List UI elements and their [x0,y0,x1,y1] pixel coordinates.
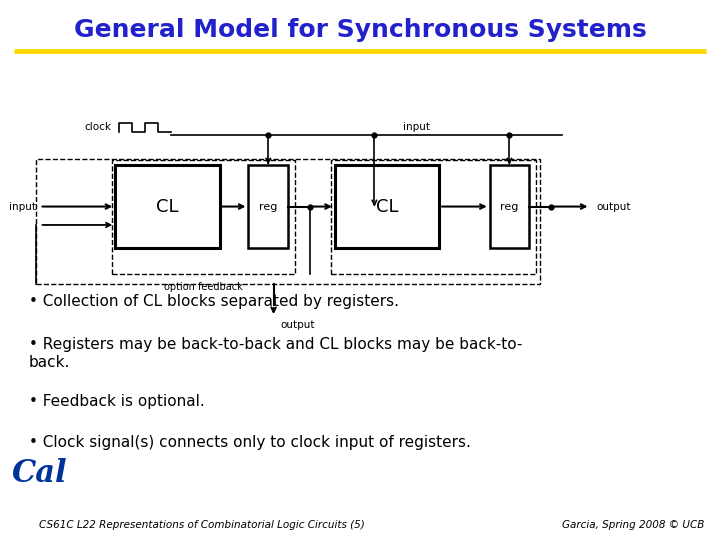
Text: • Registers may be back-to-back and CL blocks may be back-to-
back.: • Registers may be back-to-back and CL b… [29,338,522,370]
Text: CS61C L22 Representations of Combinatorial Logic Circuits (5): CS61C L22 Representations of Combinatori… [39,520,364,530]
Text: input: input [403,122,431,132]
Bar [36,159,540,284]
Bar [112,160,295,274]
Text: • Collection of CL blocks separated by registers.: • Collection of CL blocks separated by r… [29,294,399,309]
Text: • Feedback is optional.: • Feedback is optional. [29,394,204,409]
Bar [335,165,439,248]
Text: Garcia, Spring 2008 © UCB: Garcia, Spring 2008 © UCB [562,520,705,530]
Text: CL: CL [156,198,179,215]
Text: reg: reg [500,201,518,212]
Text: input: input [9,201,36,212]
Text: output: output [281,320,315,330]
Text: option feedback: option feedback [164,282,243,293]
Text: • Clock signal(s) connects only to clock input of registers.: • Clock signal(s) connects only to clock… [29,435,471,450]
Text: General Model for Synchronous Systems: General Model for Synchronous Systems [73,18,647,42]
Bar [331,160,536,274]
Text: CL: CL [376,198,398,215]
Bar [115,165,220,248]
Text: clock: clock [85,122,112,132]
Bar [490,165,529,248]
Bar [248,165,288,248]
Text: Cal: Cal [12,458,68,489]
Text: reg: reg [259,201,277,212]
Text: output: output [596,201,631,212]
